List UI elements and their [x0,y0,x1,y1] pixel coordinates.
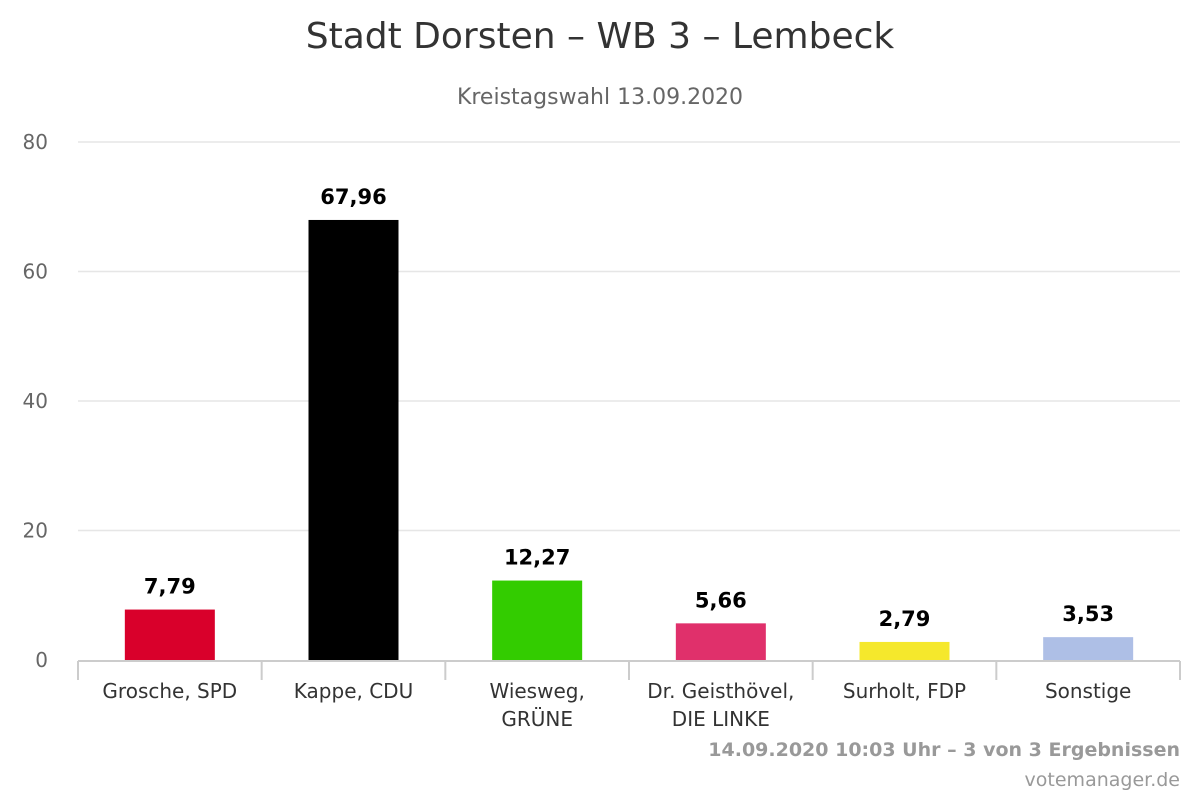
y-tick-label: 60 [23,260,48,284]
bar[interactable] [124,609,215,660]
data-label: 5,66 [695,588,747,612]
bars: 7,79 67,96 12,27 5,66 2,79 3,53 [124,185,1134,661]
bar[interactable] [859,641,950,660]
y-tick-label: 0 [35,648,48,672]
chart-title: Stadt Dorsten – WB 3 – Lembeck [306,16,895,57]
x-tick-label: Grosche, SPD [102,679,237,703]
y-tick-label: 40 [23,389,48,413]
bar[interactable] [1043,637,1134,660]
bar[interactable] [675,623,766,660]
data-label: 2,79 [879,607,931,631]
bar[interactable] [308,219,399,661]
y-tick-label: 80 [23,130,48,154]
data-label: 12,27 [504,546,570,570]
gridlines [78,141,1180,532]
data-label: 3,53 [1062,602,1114,626]
footer-note: 14.09.2020 10:03 Uhr – 3 von 3 Ergebniss… [708,739,1180,761]
x-tick-label: Sonstige [1045,679,1131,703]
x-axis: Grosche, SPD Kappe, CDU Wiesweg, GRÜNE Dr. G… [77,660,1181,731]
y-axis: 0 20 40 60 80 [23,130,48,672]
x-tick-label: Wiesweg, [489,679,584,703]
x-tick-label: Dr. Geisthövel, [647,679,794,703]
x-tick-label: GRÜNE [501,707,573,731]
credit-link[interactable]: votemanager.de [1025,769,1180,791]
x-tick-label: DIE LINKE [672,707,770,731]
data-label: 67,96 [320,185,386,209]
data-label: 7,79 [144,575,196,599]
x-tick-label: Kappe, CDU [294,679,413,703]
x-tick-label: Surholt, FDP [843,679,966,703]
chart-subtitle: Kreistagswahl 13.09.2020 [457,85,743,110]
bar[interactable] [492,580,583,660]
y-tick-label: 20 [23,519,48,543]
